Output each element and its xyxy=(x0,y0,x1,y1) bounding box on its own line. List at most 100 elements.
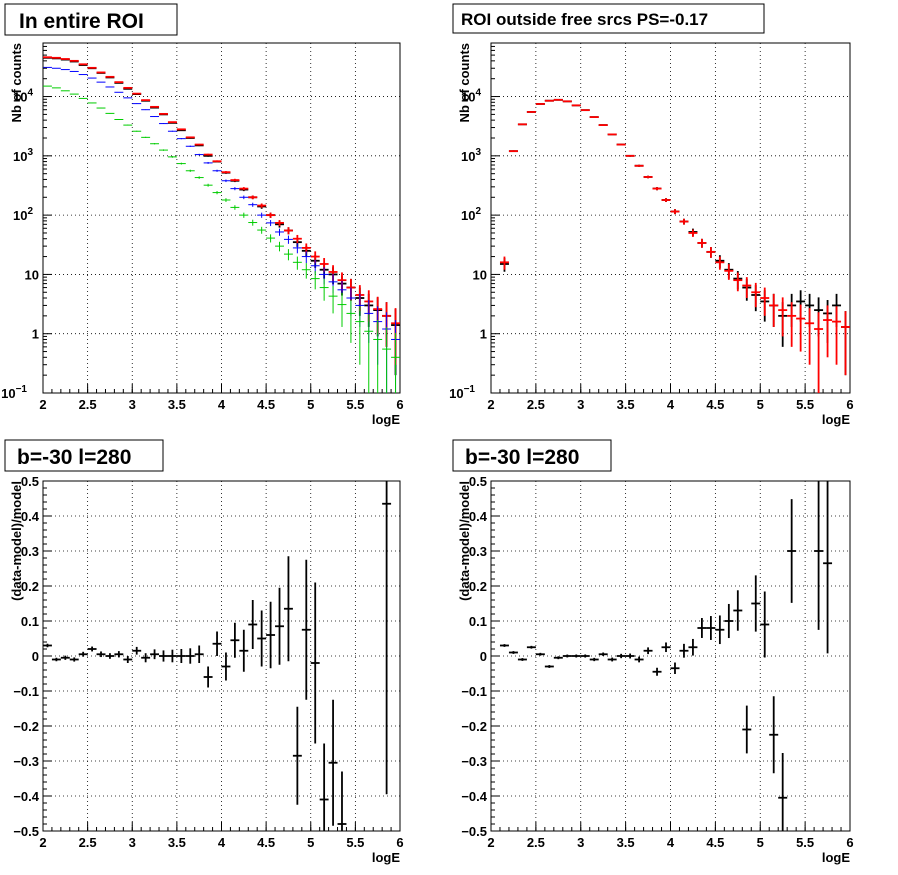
title-box xyxy=(4,3,178,36)
y-tick-label: 10 xyxy=(25,267,39,282)
y-tick-label: 102 xyxy=(13,206,33,223)
y-tick-label: −0.4 xyxy=(461,789,487,804)
x-axis-label: logE xyxy=(822,412,850,427)
x-tick-label: 2.5 xyxy=(79,397,97,412)
y-tick-label: 0.3 xyxy=(21,544,39,559)
chart-title: b=-30 l=280 xyxy=(17,446,131,469)
y-tick-label: −0.3 xyxy=(13,754,39,769)
x-tick-label: 6 xyxy=(396,835,403,850)
chart-title: In entire ROI xyxy=(19,10,144,33)
title-box xyxy=(452,3,765,34)
y-tick-label: 0.5 xyxy=(21,474,39,489)
y-tick-label: −0.1 xyxy=(461,684,487,699)
y-tick-label: 10−1 xyxy=(449,384,475,401)
y-axis-label: (data-model)/model xyxy=(457,481,472,601)
x-tick-label: 4.5 xyxy=(257,835,275,850)
x-tick-label: 4.5 xyxy=(706,835,724,850)
data-points xyxy=(43,481,392,831)
y-tick-label: 10−1 xyxy=(1,384,27,401)
x-tick-label: 3 xyxy=(577,397,584,412)
plot-panel-residuals-left: 2 2.5 3 3.5 4 4.5 5 5.5 6 −0.5 −0.4 −0.3 −0.2 −0.1 0 0.… xyxy=(4,439,404,865)
x-axis-label: logE xyxy=(372,412,400,427)
y-tick-label: −0.5 xyxy=(13,824,39,839)
x-tick-label: 2 xyxy=(39,835,46,850)
chart-title: b=-30 l=280 xyxy=(465,446,579,469)
y-tick-label: 0.2 xyxy=(469,579,487,594)
x-tick-label: 5 xyxy=(307,397,314,412)
x-tick-label: 6 xyxy=(846,397,853,412)
x-tick-label: 4.5 xyxy=(257,397,275,412)
title-box xyxy=(452,439,612,472)
y-tick-label: 0.4 xyxy=(469,509,488,524)
grid xyxy=(491,481,850,831)
x-tick-label: 5.5 xyxy=(346,397,364,412)
x-tick-label: 3 xyxy=(577,835,584,850)
y-tick-label: 0 xyxy=(32,649,39,664)
data-points xyxy=(43,56,400,393)
x-tick-label: 5 xyxy=(307,835,314,850)
y-tick-label: 1 xyxy=(480,327,487,342)
x-tick-label: 3 xyxy=(129,397,136,412)
x-axis-label: logE xyxy=(372,850,400,865)
y-axis-label: (data-model)/model xyxy=(9,481,24,601)
y-tick-label: 102 xyxy=(461,206,481,223)
x-tick-label: 5.5 xyxy=(796,835,814,850)
data-points xyxy=(499,98,850,393)
y-tick-label: 103 xyxy=(13,147,33,164)
x-tick-label: 4 xyxy=(667,835,675,850)
x-tick-label: 2 xyxy=(39,397,46,412)
x-tick-label: 4 xyxy=(218,397,226,412)
y-tick-label: 0.2 xyxy=(21,579,39,594)
grid xyxy=(491,43,850,393)
grid xyxy=(43,481,400,831)
x-tick-label: 6 xyxy=(396,397,403,412)
x-tick-label: 4.5 xyxy=(706,397,724,412)
x-tick-label: 2 xyxy=(487,835,494,850)
x-axis-label: logE xyxy=(822,850,850,865)
x-tick-label: 3 xyxy=(129,835,136,850)
title-box xyxy=(4,439,164,472)
grid xyxy=(43,43,400,393)
y-tick-label: −0.4 xyxy=(13,789,39,804)
x-tick-label: 5 xyxy=(757,835,764,850)
y-tick-label: 0.1 xyxy=(469,614,487,629)
y-tick-label: 0.5 xyxy=(469,474,487,489)
y-tick-label: −0.1 xyxy=(13,684,39,699)
x-tick-label: 5.5 xyxy=(346,835,364,850)
x-tick-label: 2 xyxy=(487,397,494,412)
plot-panel-residuals-right: 2 2.5 3 3.5 4 4.5 5 5.5 6 −0.5 −0.4 −0.3 −0.2 −0.1 0 0.… xyxy=(452,439,854,865)
y-tick-label: −0.3 xyxy=(461,754,487,769)
y-tick-label: 0.4 xyxy=(21,509,40,524)
x-tick-label: 4 xyxy=(218,835,226,850)
x-tick-label: 3.5 xyxy=(168,835,186,850)
y-tick-label: 0.1 xyxy=(21,614,39,629)
y-tick-label: 0 xyxy=(480,649,487,664)
y-tick-label: 10 xyxy=(473,267,487,282)
y-axis-label: Nb of counts xyxy=(457,43,472,122)
data-points xyxy=(499,481,833,831)
y-tick-label: 103 xyxy=(461,147,481,164)
y-tick-label: 0.3 xyxy=(469,544,487,559)
y-tick-label: −0.5 xyxy=(461,824,487,839)
x-tick-label: 3.5 xyxy=(168,397,186,412)
x-tick-label: 2.5 xyxy=(79,835,97,850)
y-tick-label: −0.2 xyxy=(461,719,487,734)
chart-title: ROI outside free srcs PS=-0.17 xyxy=(461,10,708,29)
x-tick-label: 6 xyxy=(846,835,853,850)
y-axis-label: Nb of counts xyxy=(9,43,24,122)
x-tick-label: 2.5 xyxy=(527,397,545,412)
x-tick-label: 5 xyxy=(757,397,764,412)
x-tick-label: 2.5 xyxy=(527,835,545,850)
x-tick-label: 3.5 xyxy=(617,835,635,850)
x-tick-label: 5.5 xyxy=(796,397,814,412)
x-tick-label: 4 xyxy=(667,397,675,412)
axis-ticks: 2 2.5 3 3.5 4 4.5 5 5.5 6 −0.5 −0.4 −0.3 −0.2 −0.1 0 0.… xyxy=(13,474,403,850)
axis-ticks: 2 2.5 3 3.5 4 4.5 5 5.5 6 −0.5 −0.4 −0.3 −0.2 −0.1 0 0.… xyxy=(461,474,853,850)
y-tick-label: 1 xyxy=(32,327,39,342)
y-tick-label: −0.2 xyxy=(13,719,39,734)
